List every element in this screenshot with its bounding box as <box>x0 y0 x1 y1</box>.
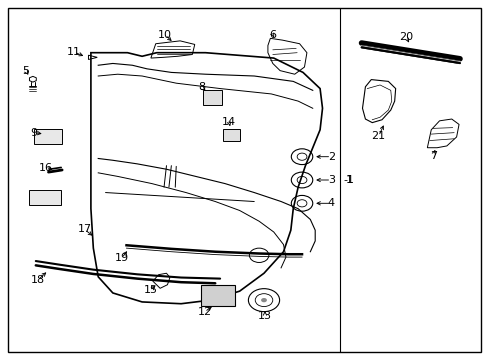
Bar <box>200 285 234 306</box>
Text: 20: 20 <box>399 32 412 42</box>
Text: 16: 16 <box>39 163 52 173</box>
Text: 12: 12 <box>197 307 211 317</box>
Text: 11: 11 <box>67 47 81 57</box>
Bar <box>203 90 221 105</box>
Text: 21: 21 <box>371 131 385 141</box>
Text: 15: 15 <box>143 285 157 295</box>
Bar <box>29 190 61 205</box>
Text: 5: 5 <box>22 66 29 76</box>
Text: 3: 3 <box>327 175 334 185</box>
Text: 17: 17 <box>77 225 91 234</box>
Bar <box>222 129 239 140</box>
Text: 8: 8 <box>198 82 205 93</box>
Text: -1: -1 <box>343 175 354 185</box>
Text: 6: 6 <box>269 30 276 40</box>
Text: 18: 18 <box>31 275 45 285</box>
Text: 7: 7 <box>429 150 436 161</box>
Circle shape <box>261 298 266 302</box>
Bar <box>34 129 62 144</box>
Text: 2: 2 <box>327 152 334 162</box>
Text: 19: 19 <box>114 253 128 263</box>
Text: 1: 1 <box>345 175 352 185</box>
Text: 4: 4 <box>327 198 334 208</box>
Text: 10: 10 <box>158 30 172 40</box>
Text: 13: 13 <box>258 311 271 320</box>
Text: 9: 9 <box>30 128 38 138</box>
Text: 14: 14 <box>222 117 236 127</box>
